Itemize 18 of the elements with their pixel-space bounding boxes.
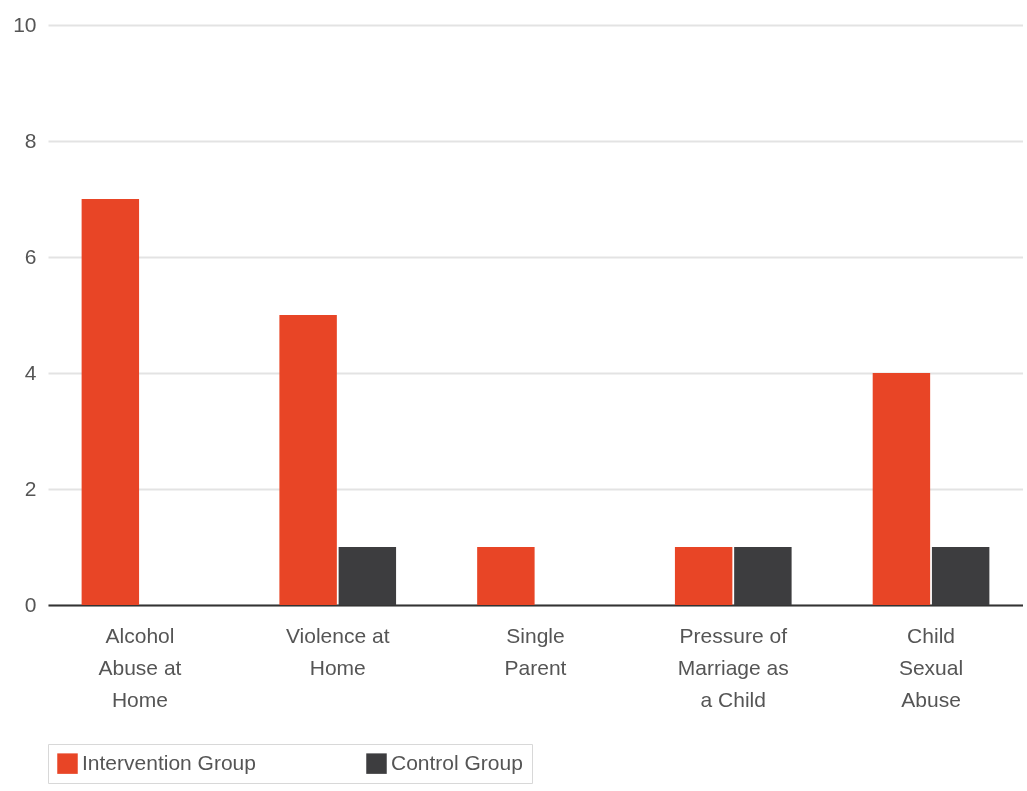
y-tick-label: 10	[13, 12, 37, 36]
bar	[674, 547, 733, 605]
legend-label: Intervention Group	[82, 750, 256, 774]
y-tick-label: 6	[24, 244, 37, 268]
bar	[81, 199, 140, 605]
bar	[279, 315, 337, 605]
legend-label: Control Group	[391, 750, 523, 774]
y-tick-label: 4	[24, 360, 37, 384]
bar	[872, 373, 931, 605]
bar	[477, 547, 535, 605]
y-tick-label: 2	[24, 476, 37, 500]
x-tick-label: Pressure of Marriage as a Child	[677, 623, 789, 711]
x-tick-label: Alcohol Abuse at Home	[98, 623, 182, 711]
y-tick-label: 0	[24, 592, 37, 616]
y-tick-label: 8	[24, 128, 37, 152]
x-tick-label: Single Parent	[504, 623, 567, 679]
x-tick-label: Child Sexual Abuse	[898, 623, 964, 711]
x-tick-label: Violence at Home	[285, 623, 390, 679]
